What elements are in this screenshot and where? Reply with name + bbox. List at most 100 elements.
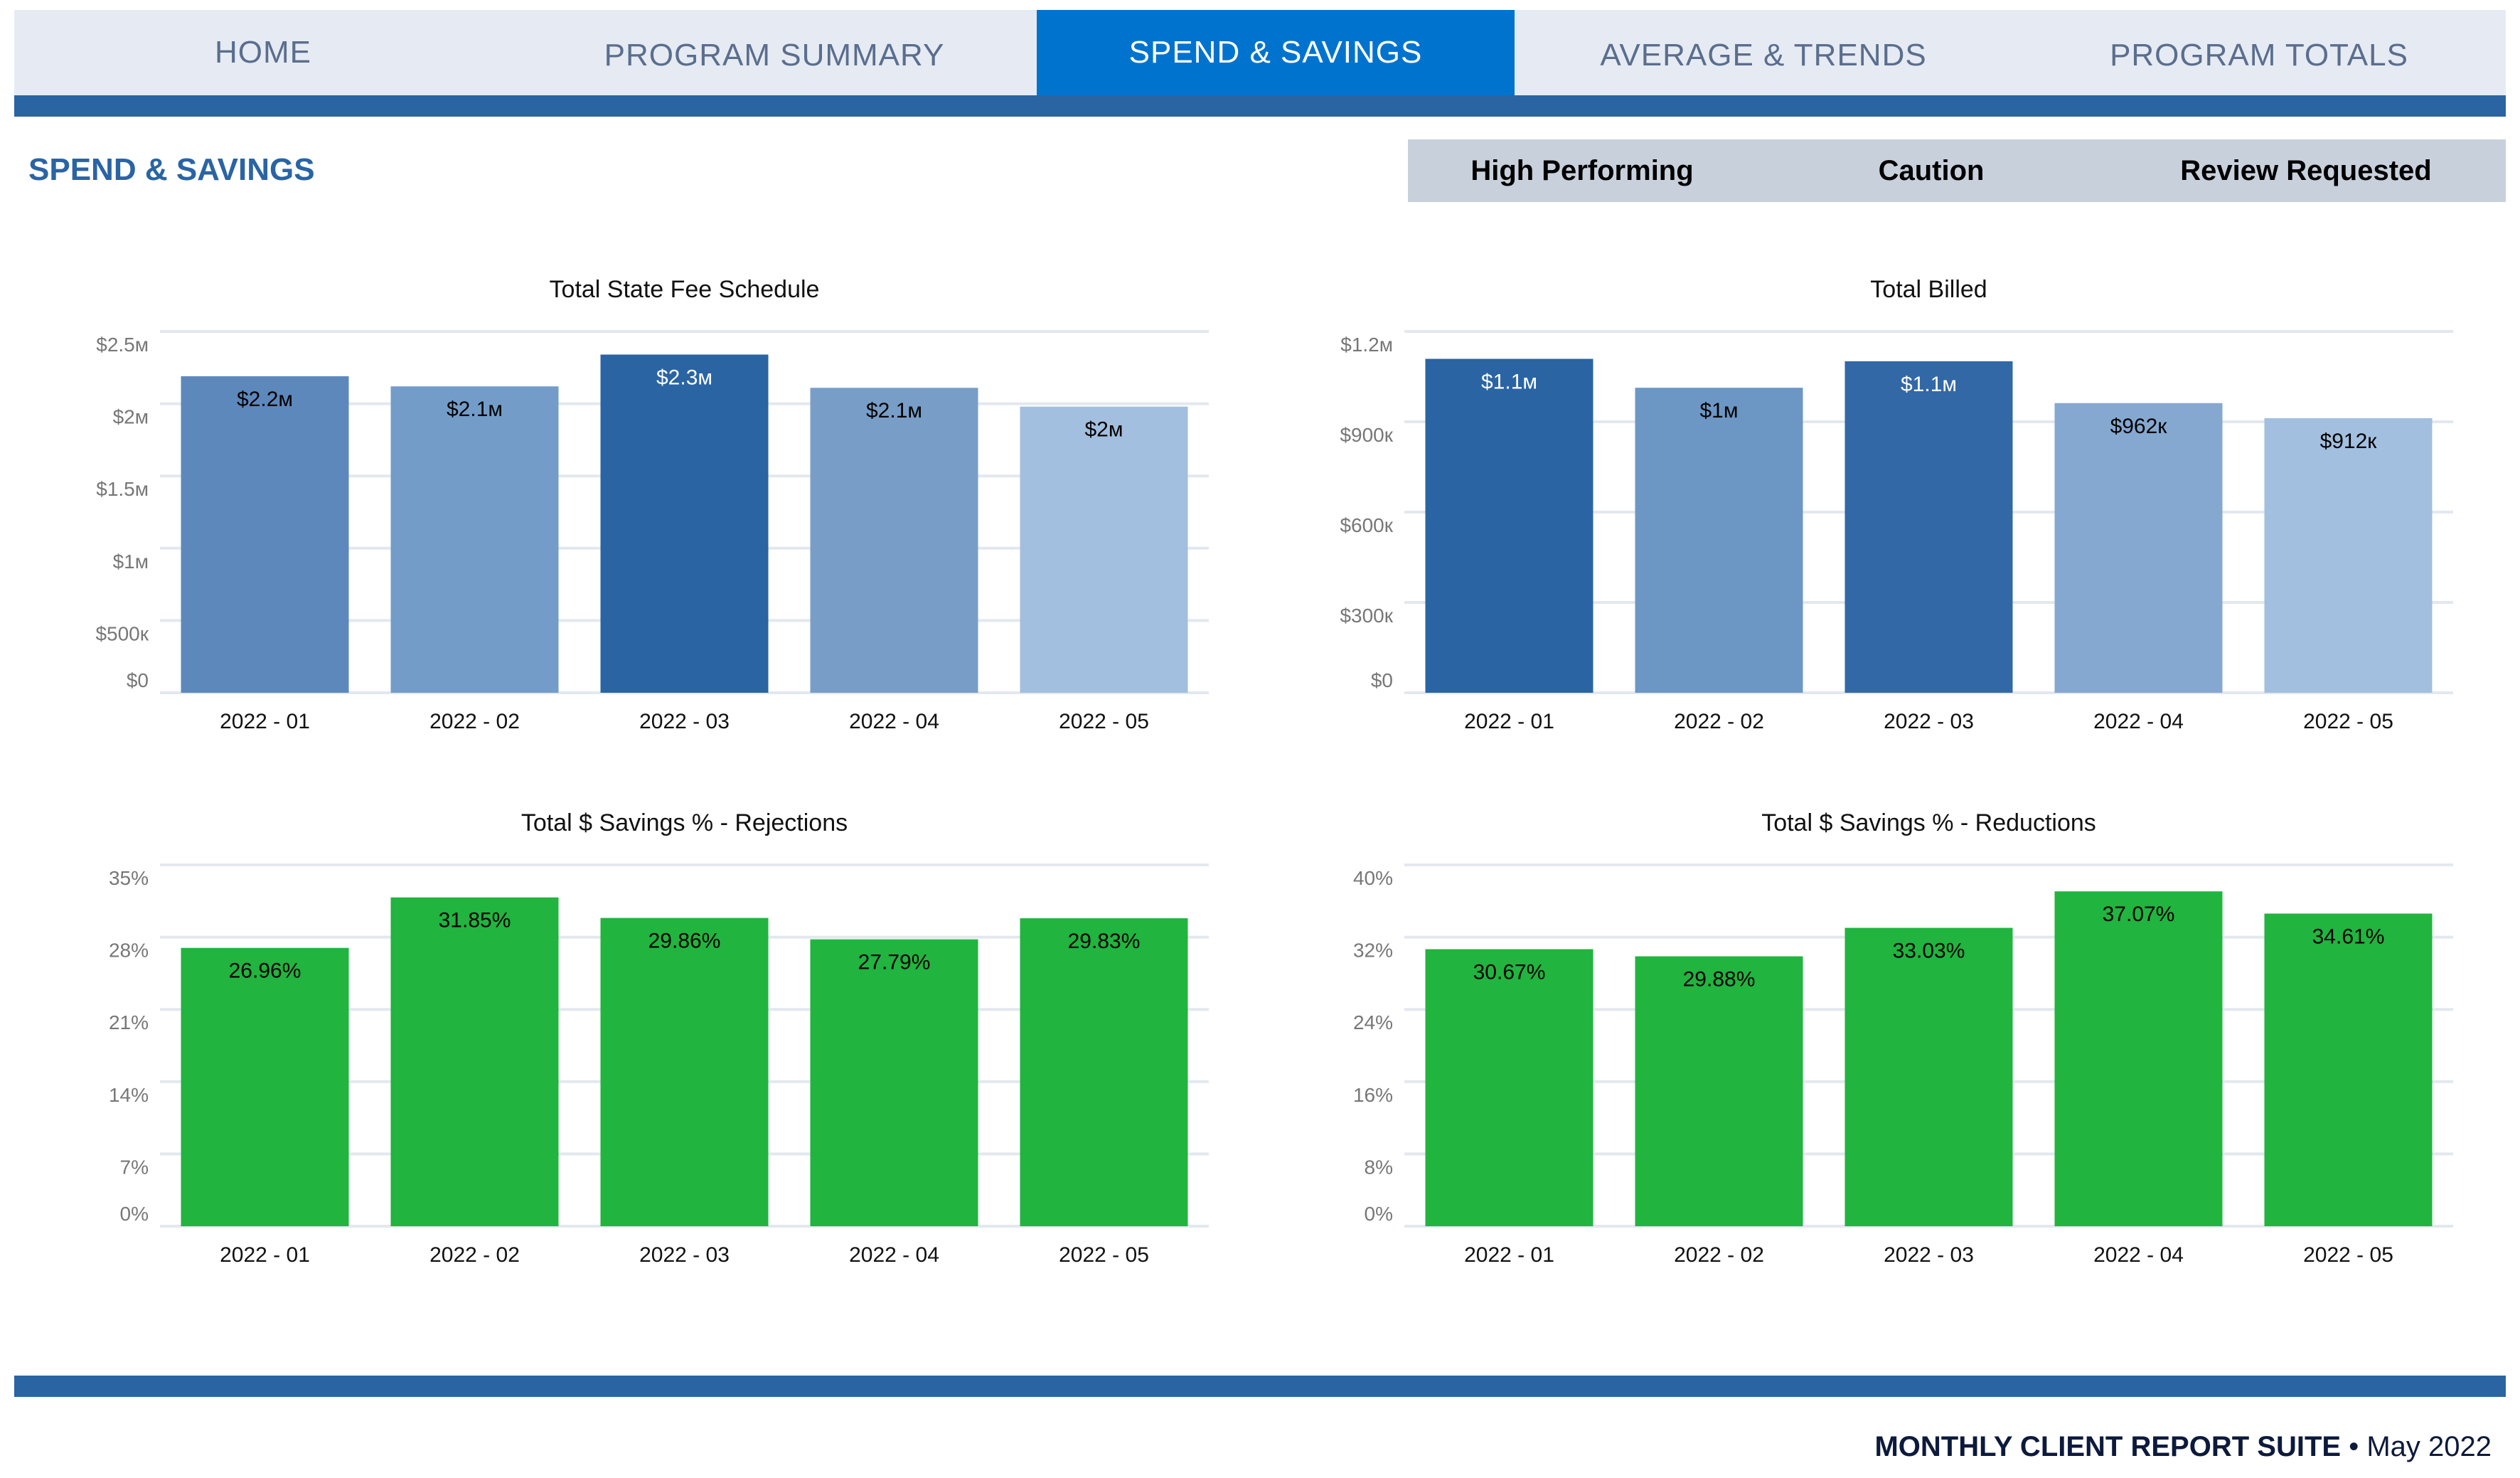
bar xyxy=(2264,913,2433,1226)
chart-total-state-fee-schedule: Total State Fee Schedule $0 $500к $1м $1.5м $… xyxy=(71,270,1223,754)
bar xyxy=(810,939,978,1226)
chart-title: Total $ Savings % - Rejections xyxy=(521,809,848,836)
y-tick-label: 24% xyxy=(1353,1011,1393,1033)
x-tick-label: 2022 - 05 xyxy=(2303,1243,2393,1267)
y-tick-label: $2.5м xyxy=(96,334,149,356)
y-tick-label: 40% xyxy=(1353,867,1393,889)
x-tick-label: 2022 - 04 xyxy=(2093,710,2184,733)
data-label: 26.96% xyxy=(229,959,301,983)
tab-program-summary[interactable]: PROGRAM SUMMARY xyxy=(604,38,945,73)
tab-average-trends[interactable]: AVERAGE & TRENDS xyxy=(1600,38,1927,73)
x-tick-label: 2022 - 01 xyxy=(220,710,310,733)
bar xyxy=(1425,358,1593,693)
chart-svg: Total State Fee Schedule $0 $500к $1м $1.5м $… xyxy=(95,276,1209,733)
data-label: 29.86% xyxy=(648,930,721,953)
chart-svg: Total Billed $0 $300к $600к $900к $1.2м $1.1м 2… xyxy=(1340,276,2453,733)
y-tick-label: 0% xyxy=(1365,1203,1393,1225)
chart-savings-rejections: Total $ Savings % - Rejections 0% 7% 14% 21%… xyxy=(71,804,1223,1287)
data-label: 37.07% xyxy=(2103,903,2175,926)
tab-spend-savings[interactable]: SPEND & SAVINGS xyxy=(1037,10,1515,95)
bar xyxy=(181,376,349,693)
x-tick-label: 2022 - 04 xyxy=(849,710,939,733)
legend-review-requested: Review Requested xyxy=(2180,154,2432,186)
data-label: 29.83% xyxy=(1068,930,1141,953)
bar xyxy=(810,388,978,693)
data-label: $1.1м xyxy=(1901,373,1957,396)
tab-program-totals[interactable]: PROGRAM TOTALS xyxy=(2110,38,2408,73)
bar xyxy=(1635,956,1803,1226)
x-tick-label: 2022 - 04 xyxy=(849,1243,939,1267)
footer-bar xyxy=(14,1376,2506,1397)
x-tick-label: 2022 - 03 xyxy=(639,710,730,733)
bar xyxy=(600,918,769,1226)
y-tick-label: 16% xyxy=(1353,1084,1393,1106)
y-tick-label: 21% xyxy=(109,1011,149,1033)
y-tick-label: 0% xyxy=(120,1203,149,1225)
data-label: 29.88% xyxy=(1683,968,1756,991)
top-navigation: HOME PROGRAM SUMMARY SPEND & SAVINGS AVE… xyxy=(14,10,2506,95)
y-tick-label: 7% xyxy=(120,1156,149,1178)
x-tick-label: 2022 - 02 xyxy=(429,710,520,733)
bar xyxy=(181,947,349,1226)
legend-caution: Caution xyxy=(1878,154,1985,186)
bar xyxy=(390,897,559,1226)
x-tick-label: 2022 - 01 xyxy=(1464,1243,1554,1267)
y-tick-label: 32% xyxy=(1353,940,1393,962)
data-label: 34.61% xyxy=(2312,925,2385,948)
bar xyxy=(1020,406,1188,693)
y-tick-label: $2м xyxy=(113,406,149,428)
tab-home[interactable]: HOME xyxy=(215,35,311,70)
data-label: 30.67% xyxy=(1473,960,1546,984)
data-label: $2.1м xyxy=(866,399,922,422)
y-tick-label: 8% xyxy=(1365,1156,1393,1178)
bar xyxy=(1635,388,1803,693)
x-tick-label: 2022 - 01 xyxy=(220,1243,310,1267)
y-tick-label: $0 xyxy=(1371,669,1393,691)
chart-title: Total $ Savings % - Reductions xyxy=(1761,809,2096,836)
bar xyxy=(1425,949,1593,1226)
chart-savings-reductions: Total $ Savings % - Reductions 0% 8% 16% 24%… xyxy=(1315,804,2467,1287)
y-tick-label: $1.2м xyxy=(1340,334,1393,356)
x-tick-label: 2022 - 04 xyxy=(2093,1243,2184,1267)
y-tick-label: $1м xyxy=(113,551,149,573)
footer-text: MONTHLY CLIENT REPORT SUITE • May 2022 xyxy=(1874,1431,2492,1463)
bar xyxy=(1020,918,1188,1226)
footer-separator: • xyxy=(2349,1431,2359,1462)
chart-title: Total Billed xyxy=(1870,276,1987,303)
x-tick-label: 2022 - 05 xyxy=(2303,710,2393,733)
x-tick-label: 2022 - 05 xyxy=(1059,710,1149,733)
page-title: SPEND & SAVINGS xyxy=(28,152,315,187)
chart-svg: Total $ Savings % - Reductions 0% 8% 16% 24%… xyxy=(1353,809,2453,1267)
x-tick-label: 2022 - 05 xyxy=(1059,1243,1149,1267)
y-tick-label: $500к xyxy=(95,622,149,644)
legend-high-performing: High Performing xyxy=(1470,154,1694,186)
y-tick-label: $300к xyxy=(1340,605,1393,627)
bar xyxy=(390,386,559,693)
y-tick-label: 14% xyxy=(109,1084,149,1106)
footer-suite-name: MONTHLY CLIENT REPORT SUITE xyxy=(1874,1431,2342,1462)
chart-title: Total State Fee Schedule xyxy=(550,276,820,303)
y-tick-label: $1.5м xyxy=(96,478,149,500)
data-label: 31.85% xyxy=(439,909,511,932)
data-label: $1м xyxy=(1700,399,1739,422)
data-label: $1.1м xyxy=(1481,371,1537,394)
bar xyxy=(2054,403,2223,693)
data-label: $912к xyxy=(2320,430,2378,453)
y-tick-label: 35% xyxy=(109,867,149,889)
chart-total-billed: Total Billed $0 $300к $600к $900к $1.2м $1.1м 2… xyxy=(1315,270,2467,754)
bar xyxy=(1844,361,2013,693)
x-tick-label: 2022 - 02 xyxy=(1674,1243,1764,1267)
footer-period: May 2022 xyxy=(2366,1431,2492,1462)
data-label: $2м xyxy=(1085,418,1123,442)
x-tick-label: 2022 - 02 xyxy=(1674,710,1764,733)
y-tick-label: $600к xyxy=(1340,514,1393,536)
data-label: $2.2м xyxy=(237,388,293,411)
data-label: $2.1м xyxy=(447,398,503,421)
x-tick-label: 2022 - 03 xyxy=(1884,1243,1974,1267)
x-tick-label: 2022 - 03 xyxy=(639,1243,730,1267)
bar xyxy=(2264,418,2433,693)
x-tick-label: 2022 - 02 xyxy=(429,1243,520,1267)
data-label: 27.79% xyxy=(858,951,931,974)
data-label: $962к xyxy=(2110,415,2168,438)
x-tick-label: 2022 - 03 xyxy=(1884,710,1974,733)
